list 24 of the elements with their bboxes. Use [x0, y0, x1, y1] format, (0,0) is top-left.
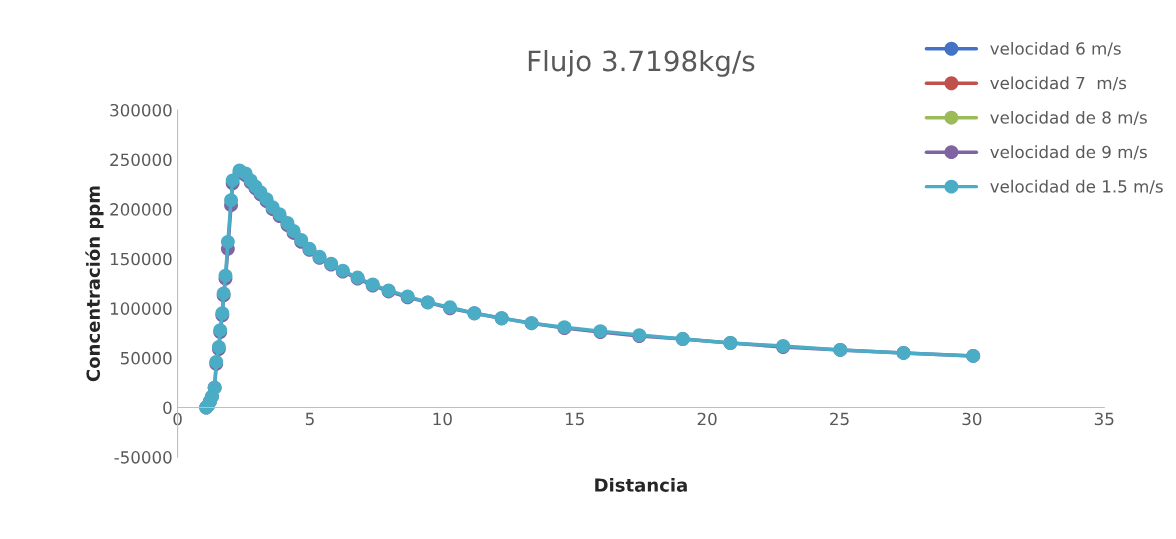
x-tick-label: 20 — [697, 412, 717, 426]
x-tick-label: 25 — [830, 412, 849, 426]
legend-label: velocidad de 8 m/s — [990, 110, 1147, 126]
y-tick-label: 0 — [163, 401, 172, 415]
x-tick-label: 0 — [173, 412, 182, 426]
chart-title: Flujo 3.7198kg/s — [528, 49, 755, 77]
legend-label: velocidad 6 m/s — [990, 41, 1121, 57]
y-tick-label: 150000 — [110, 252, 172, 266]
x-tick-label: 5 — [305, 412, 314, 426]
legend-label: velocidad de 9 m/s — [990, 145, 1147, 160]
y-tick-label: -50000 — [114, 451, 172, 464]
y-axis-title: Concentración ppm — [85, 186, 104, 382]
y-tick-label: 200000 — [110, 203, 172, 216]
legend-label: velocidad de 1.5 m/s — [990, 179, 1163, 195]
y-tick-label: 50000 — [120, 351, 172, 365]
x-tick-label: 30 — [962, 412, 982, 426]
x-axis-title: Distancia — [595, 477, 687, 492]
x-tick-label: 15 — [565, 412, 584, 426]
legend-label: velocidad 7 m/s — [990, 76, 1127, 91]
y-tick-label: 300000 — [110, 103, 172, 117]
x-tick-label: 35 — [1094, 412, 1114, 426]
y-tick-label: 100000 — [110, 302, 172, 315]
x-tick-label: 10 — [433, 412, 452, 426]
y-tick-label: 250000 — [110, 153, 172, 167]
